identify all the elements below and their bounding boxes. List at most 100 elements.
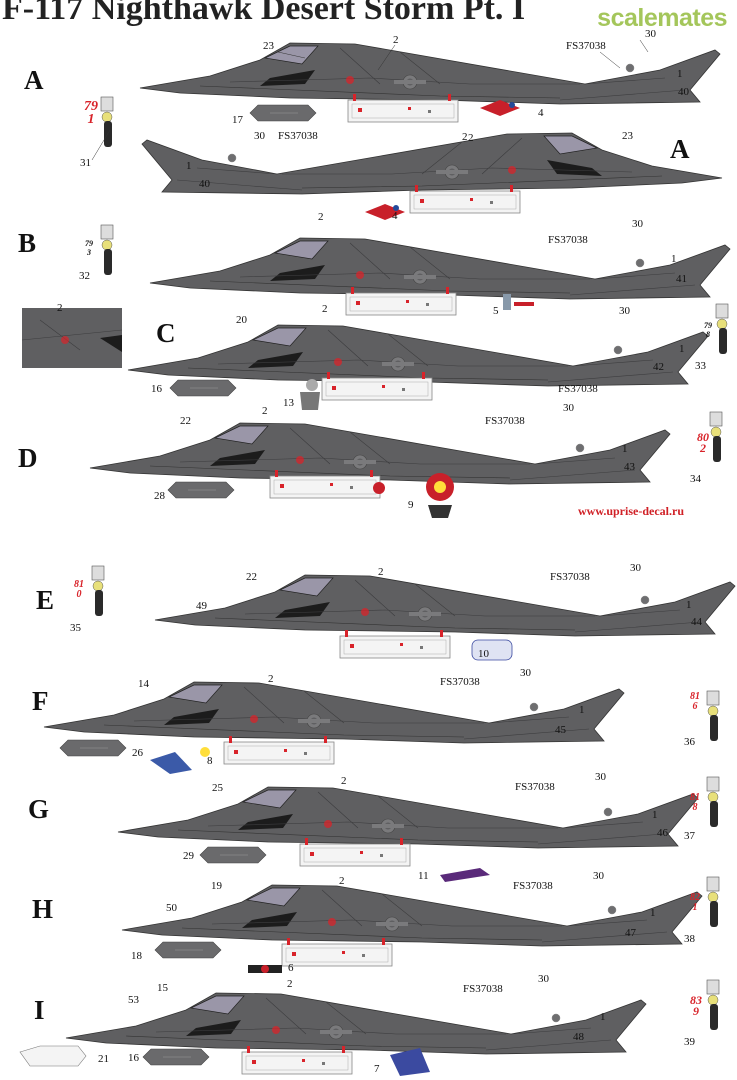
callout: 43: [624, 461, 635, 473]
callout: 26: [132, 747, 143, 759]
fs-label-f: FS37038: [440, 676, 480, 688]
callout: 28: [154, 490, 165, 502]
version-letter-i: I: [34, 995, 45, 1025]
callout: 11: [418, 870, 429, 882]
nose-art-i: [390, 1048, 430, 1076]
callout: 33: [695, 360, 706, 372]
watermark-logo: scalemates: [597, 4, 727, 33]
callout: 22: [180, 415, 191, 427]
fs-label-i: FS37038: [463, 983, 503, 995]
tail-number-802: 802: [697, 430, 709, 456]
tail-number-793: 793: [85, 239, 93, 257]
callout: 8: [207, 755, 213, 767]
version-letter-b: B: [18, 228, 37, 258]
tail-number-791: 791: [84, 99, 98, 128]
callout: 5: [493, 305, 499, 317]
callout: 2: [318, 211, 324, 223]
callout: 39: [684, 1036, 695, 1048]
callout: 42: [653, 361, 664, 373]
callout: 1: [677, 68, 683, 80]
callout: 46: [657, 827, 668, 839]
tail-number-810: 810: [74, 579, 84, 600]
callout: 45: [555, 724, 566, 736]
callout: 48: [573, 1031, 584, 1043]
callout: 2: [378, 566, 384, 578]
callout: 1: [679, 343, 685, 355]
callout: 53: [128, 994, 139, 1006]
watermark-text: scalemates: [597, 4, 727, 32]
nose-art-d: [373, 473, 454, 518]
callout: 4: [538, 107, 544, 119]
callout: 21: [98, 1053, 109, 1065]
callout: 2: [462, 131, 468, 143]
version-letter-h: H: [32, 894, 54, 924]
callout: 20: [236, 314, 247, 326]
callout: 16: [151, 383, 162, 395]
callout: 15: [157, 982, 168, 994]
version-letter-e: E: [36, 585, 55, 615]
callout: 1: [686, 599, 692, 611]
fs-label-a2: FS37038: [278, 130, 318, 142]
callout: 22: [246, 571, 257, 583]
fs-label-e: FS37038: [550, 571, 590, 583]
website-link[interactable]: www.uprise-decal.ru: [578, 504, 684, 518]
callout: 17: [232, 114, 243, 126]
callout: 2: [287, 978, 293, 990]
callout: 31: [80, 157, 91, 169]
callout: 2: [468, 132, 474, 144]
callout: 6: [288, 962, 294, 974]
callout: 38: [684, 933, 695, 945]
callout: 23: [622, 130, 633, 142]
callout: 44: [691, 616, 702, 628]
callout: 30: [630, 562, 641, 574]
callout: 30: [619, 305, 630, 317]
callout: 18: [131, 950, 142, 962]
callout: 40: [678, 86, 689, 98]
callout: 2: [339, 875, 345, 887]
callout: 1: [650, 907, 656, 919]
callout: 30: [593, 870, 604, 882]
callout: 9: [408, 499, 414, 511]
version-letter-a-1: A: [24, 65, 44, 95]
callout: 2: [262, 405, 268, 417]
callout: 34: [690, 473, 701, 485]
tail-number-818: 818: [690, 792, 700, 813]
callout: 1: [652, 809, 658, 821]
callout: 47: [625, 927, 636, 939]
callout: 40: [199, 178, 210, 190]
callout: 41: [676, 273, 687, 285]
callout: 32: [79, 270, 90, 282]
title-bar: F-117 Nighthawk Desert Storm Pt. I scale…: [0, 0, 737, 36]
callout: 19: [211, 880, 222, 892]
tail-number-821: 821: [690, 892, 700, 913]
callout: 30: [632, 218, 643, 230]
fs-label-b: FS37038: [548, 234, 588, 246]
fs-label-h: FS37038: [513, 880, 553, 892]
callout: 2: [341, 775, 347, 787]
nose-art-g: [440, 868, 490, 882]
callout: 30: [538, 973, 549, 985]
callout: 30: [563, 402, 574, 414]
callout: 30: [520, 667, 531, 679]
callout: 23: [263, 40, 274, 52]
callout: 1: [579, 704, 585, 716]
fs-label-d: FS37038: [485, 415, 525, 427]
callout: 10: [478, 648, 489, 660]
callout: 16: [128, 1052, 139, 1064]
callout: 50: [166, 902, 177, 914]
tail-number-798: 798: [704, 321, 712, 339]
callout: 30: [595, 771, 606, 783]
callout: 1: [622, 443, 628, 455]
callout: 36: [684, 736, 695, 748]
callout: 1: [600, 1011, 606, 1023]
callout: 2: [57, 302, 63, 314]
version-letter-d: D: [18, 443, 38, 473]
callout: 30: [645, 28, 656, 40]
page-title: F-117 Nighthawk Desert Storm Pt. I: [2, 0, 526, 27]
callout: 2: [393, 34, 399, 46]
callout: 1: [671, 253, 677, 265]
nose-art-biplane-a1: [480, 100, 520, 116]
callout: 1: [186, 160, 192, 172]
callout: 2: [268, 673, 274, 685]
